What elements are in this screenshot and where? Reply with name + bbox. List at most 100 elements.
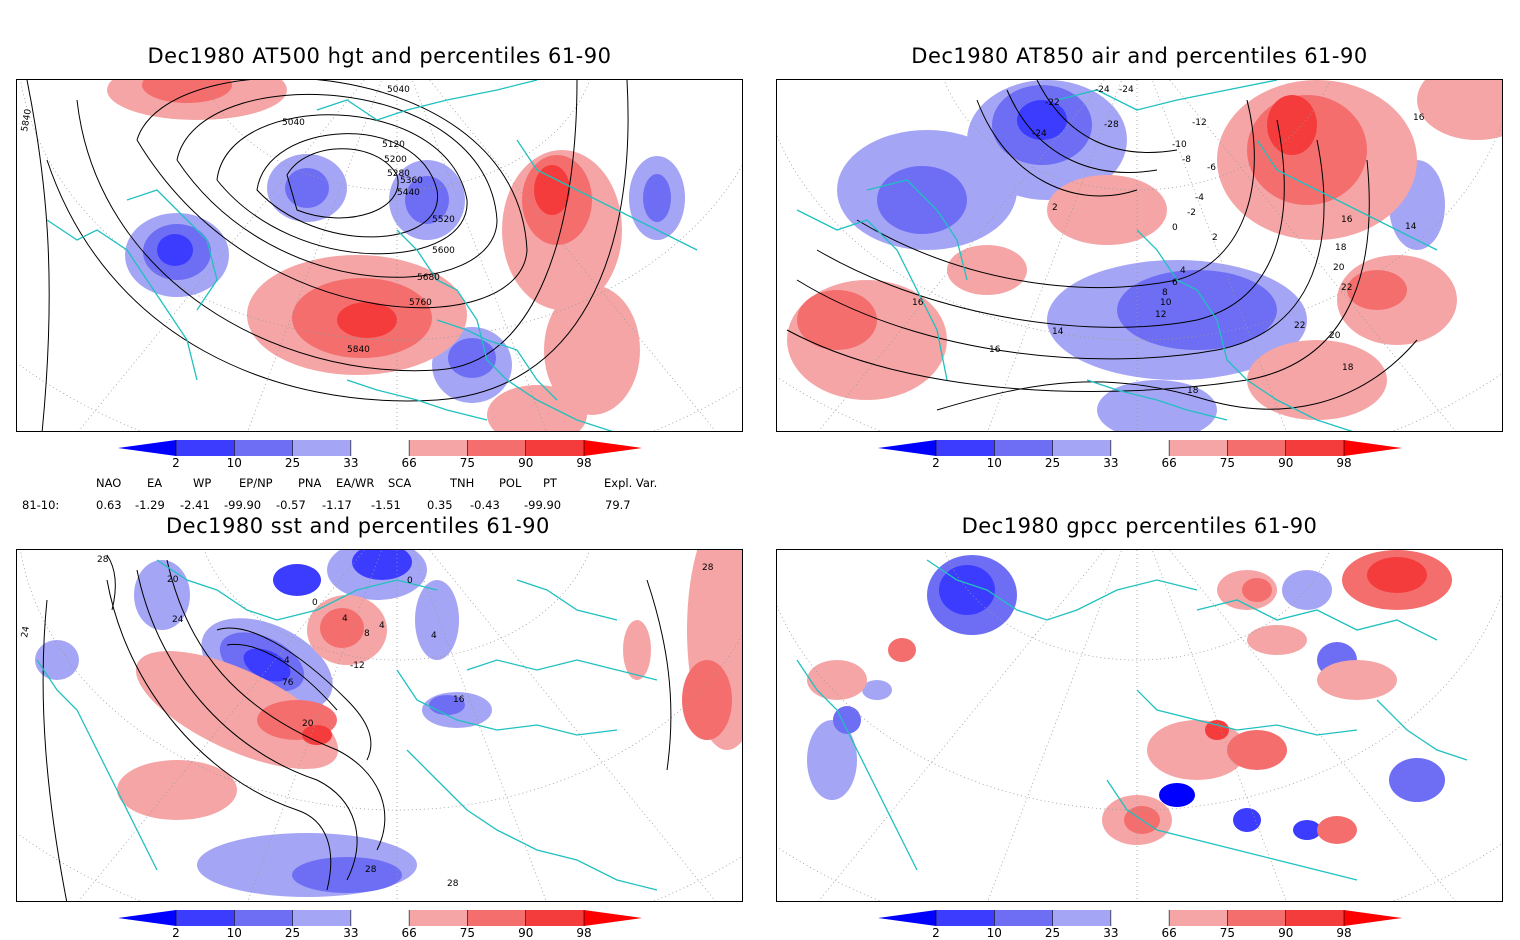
blue-anomaly-areas: [837, 80, 1445, 431]
colorbar-segment: [1344, 910, 1402, 926]
contour-label: 28: [447, 879, 459, 889]
colorbar-segment: [1110, 910, 1170, 926]
colorbar-tick-label: 75: [1219, 456, 1236, 470]
colorbar-tick-label: 90: [1278, 456, 1294, 470]
colorbar-tick-label: 33: [1103, 926, 1119, 940]
index-header: PNA: [298, 476, 322, 490]
contour-label: 4: [1180, 266, 1186, 276]
colorbar-segment: [1285, 910, 1344, 926]
contour-label: 8: [364, 629, 370, 639]
contour-label: 22: [1341, 283, 1352, 293]
colorbar-segment: [1052, 910, 1111, 926]
colorbar-tick-label: 98: [1336, 456, 1352, 470]
colorbar-segment: [1227, 440, 1286, 456]
colorbar-segment: [234, 440, 293, 456]
colorbar-segment: [584, 910, 642, 926]
colorbar-segment: [1169, 440, 1228, 456]
contour-label: 4: [284, 656, 290, 666]
contour-label: 5040: [387, 85, 410, 95]
contour-label: 0: [1172, 223, 1178, 233]
contour-label: 5360: [400, 176, 423, 186]
map-hgt-svg: 5040 5040 5120 5200 5280 5360 5440 5520 …: [17, 80, 742, 431]
colorbar-tick-label: 33: [343, 926, 359, 940]
index-value: -1.29: [135, 498, 165, 512]
contour-label-group: 28 20 24 24 0 0 4 4 8 4 4 76 -12 20 16 2…: [20, 555, 714, 889]
contour-label: 5440: [397, 188, 420, 198]
colorbar-segment: [1344, 440, 1402, 456]
contour-label: 4: [379, 621, 385, 631]
contour-label: 16: [453, 695, 465, 705]
colorbar-tick-label: 90: [518, 456, 534, 470]
coastlines: [46, 80, 698, 431]
colorbar-segment: [994, 910, 1053, 926]
colorbar-tick-label: 75: [459, 456, 476, 470]
colorbar-tick-label: 66: [1161, 456, 1177, 470]
red-anomaly-areas: [117, 550, 742, 820]
colorbar-segment: [584, 440, 642, 456]
colorbar-hgt: [118, 440, 642, 456]
contour-label: 16: [912, 298, 924, 308]
index-value: -99.90: [524, 498, 562, 512]
index-header: POL: [499, 476, 522, 490]
contour-label: 18: [1335, 243, 1347, 253]
contour-label-group: -24 -24 -22 -24 -28 -12 -10 -8 -6 -4 -2 …: [912, 85, 1425, 396]
contour-label: -22: [1045, 98, 1060, 108]
index-value: -99.90: [224, 498, 262, 512]
map-panel-hgt: 5040 5040 5120 5200 5280 5360 5440 5520 …: [16, 79, 743, 432]
colorbar-tick-label: 66: [1161, 926, 1177, 940]
contour-label: 5120: [382, 140, 405, 150]
map-panel-air: -24 -24 -22 -24 -28 -12 -10 -8 -6 -4 -2 …: [776, 79, 1503, 432]
colorbar-labels-gpcc: 2 10 25 33 66 75 90 98: [878, 926, 1402, 940]
contour-label: -4: [1195, 193, 1204, 203]
contour-lines: [786, 80, 1418, 411]
colorbar-tick-label: 98: [1336, 926, 1352, 940]
contour-label: 14: [1405, 222, 1417, 232]
colorbar-tick-label: 98: [576, 456, 592, 470]
contour-label: 28: [97, 555, 109, 565]
colorbar-segment: [878, 910, 936, 926]
colorbar-air: [878, 440, 1402, 456]
contour-label: 16: [1413, 113, 1425, 123]
colorbar-segment: [1227, 910, 1286, 926]
index-value-row: 81-10: 0.63 -1.29 -2.41 -99.90 -0.57 -1.…: [0, 498, 760, 514]
map-panel-gpcc: [776, 549, 1503, 902]
contour-label: 10: [1160, 298, 1172, 308]
contour-label: 5280: [387, 169, 410, 179]
contour-label: 18: [1342, 363, 1354, 373]
colorbar-segment: [234, 910, 293, 926]
colorbar-segment: [467, 440, 526, 456]
contour-label: -12: [350, 661, 365, 671]
contour-label: 24: [172, 615, 184, 625]
colorbar-segment: [409, 910, 468, 926]
colorbar-tick-label: 66: [401, 926, 417, 940]
contour-label: -24: [1095, 85, 1110, 95]
colorbar-segment: [878, 440, 936, 456]
colorbar-tick-label: 25: [1044, 926, 1061, 940]
contour-label: 20: [1333, 263, 1345, 273]
contour-label: 20: [302, 719, 314, 729]
colorbar-svg: [878, 440, 1402, 456]
index-value: -0.57: [276, 498, 306, 512]
colorbar-tick-label: 33: [343, 456, 359, 470]
index-row-label: 81-10:: [22, 498, 60, 512]
colorbar-segment: [1169, 910, 1228, 926]
colorbar-tick-label: 25: [1044, 456, 1061, 470]
colorbar-segment: [292, 440, 351, 456]
coastlines: [796, 80, 1438, 431]
contour-label: 4: [342, 614, 348, 624]
index-header: EP/NP: [239, 476, 273, 490]
contour-label: 16: [989, 345, 1001, 355]
map-panel-sst: 28 20 24 24 0 0 4 4 8 4 4 76 -12 20 16 2…: [16, 549, 743, 902]
colorbar-segment: [176, 440, 235, 456]
panel-title-gpcc: Dec1980 gpcc percentiles 61-90: [961, 514, 1318, 538]
contour-lines: [26, 80, 629, 431]
colorbar-segment: [994, 440, 1053, 456]
index-header: WP: [193, 476, 212, 490]
contour-label: -10: [1172, 140, 1187, 150]
index-value: 79.7: [605, 498, 631, 512]
contour-lines: [42, 554, 672, 901]
contour-label: 0: [312, 598, 318, 608]
colorbar-segment: [1110, 440, 1170, 456]
map-sst-svg: 28 20 24 24 0 0 4 4 8 4 4 76 -12 20 16 2…: [17, 550, 742, 901]
index-value: -2.41: [180, 498, 210, 512]
